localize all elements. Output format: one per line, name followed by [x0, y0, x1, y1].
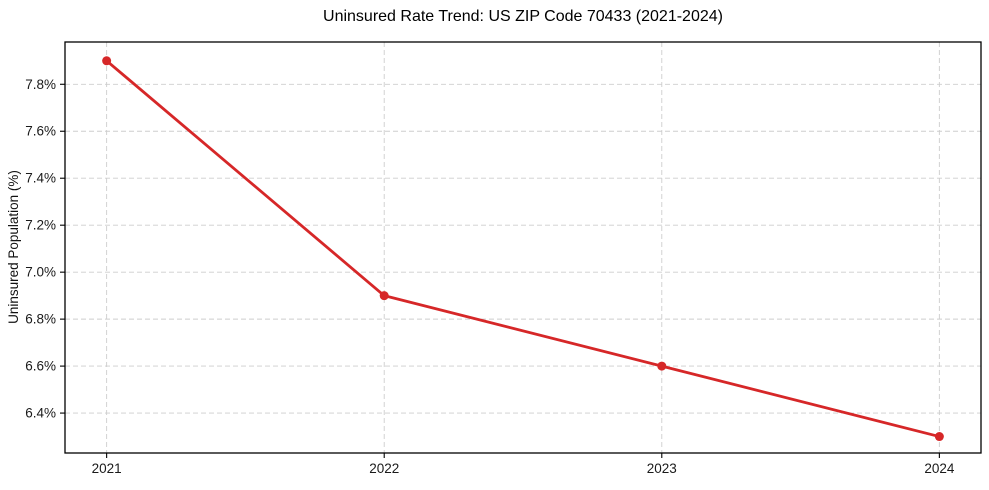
y-tick-label: 7.0% [25, 265, 56, 280]
y-tick-label: 6.8% [25, 312, 56, 327]
plot-area: 6.4% 6.6% 6.8% 7.0% 7.2% 7.4% 7.6% 7.8% 2021 2022… [25, 41, 982, 476]
x-tick-label: 2024 [924, 461, 955, 476]
x-tick-label: 2022 [369, 461, 399, 476]
y-tick-label: 7.6% [25, 124, 56, 139]
y-tick-label: 6.6% [25, 359, 56, 374]
data-point-2023 [657, 361, 667, 371]
chart-title: Uninsured Rate Trend: US ZIP Code 70433 … [323, 8, 723, 25]
data-point-2021 [102, 56, 112, 66]
y-tick-label: 6.4% [25, 406, 56, 421]
x-tick-label: 2023 [647, 461, 677, 476]
y-tick-label: 7.4% [25, 171, 56, 186]
y-tick-label: 7.2% [25, 218, 56, 233]
trend-line [105, 59, 941, 438]
data-point-2022 [379, 291, 389, 301]
plot-border [64, 41, 982, 454]
y-axis-title: Uninsured Population (%) [6, 170, 21, 324]
data-point-2024 [934, 432, 944, 442]
y-tick-label: 7.8% [25, 77, 56, 92]
x-tick-label: 2021 [92, 461, 122, 476]
